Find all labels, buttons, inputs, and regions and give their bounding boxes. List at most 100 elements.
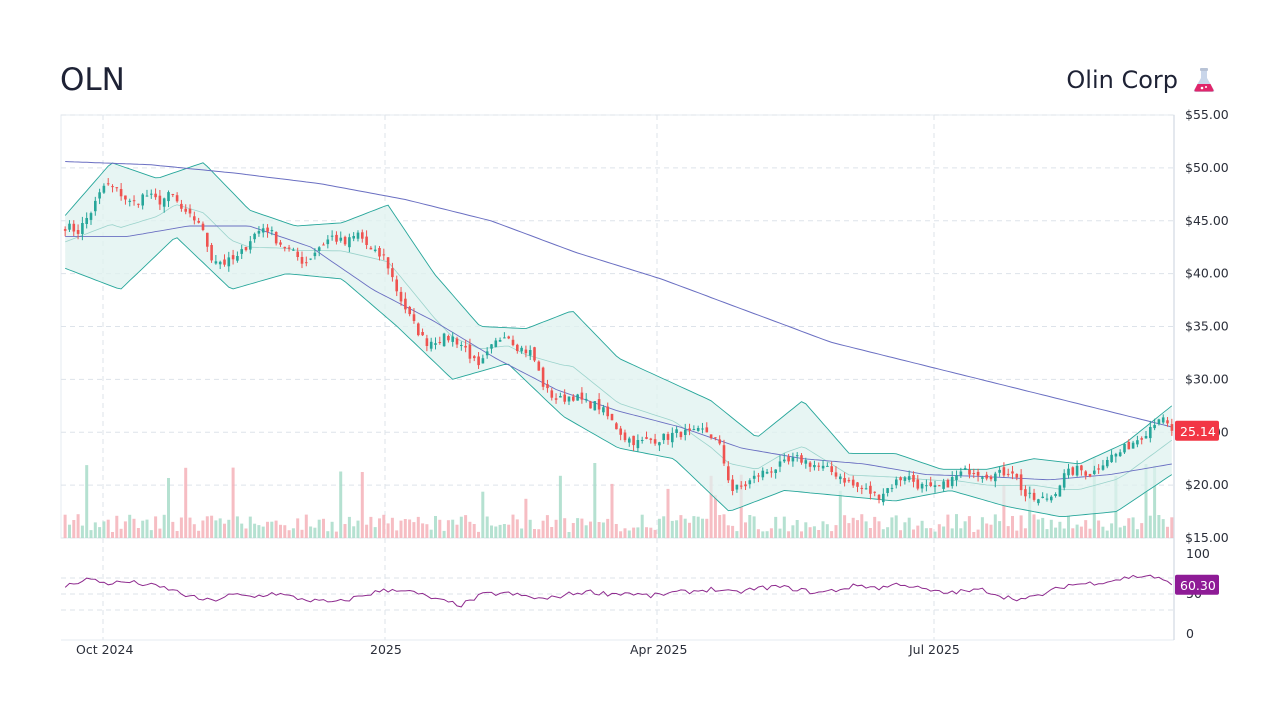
candle	[503, 332, 506, 339]
volume-bar	[856, 520, 859, 538]
rsi-value-tag	[1175, 574, 1219, 595]
candle-body	[632, 435, 635, 446]
volume-bar	[481, 491, 485, 538]
volume-bar	[1002, 484, 1006, 538]
candle	[417, 322, 420, 337]
candle	[649, 437, 653, 444]
volume-bar	[843, 515, 847, 538]
candle-body	[851, 479, 855, 486]
candle-body	[494, 340, 498, 347]
last-price-tag	[1175, 420, 1219, 441]
candle-body	[339, 237, 343, 241]
candle	[890, 484, 894, 493]
volume-bar	[580, 518, 584, 538]
candle-body	[701, 428, 704, 430]
candle	[757, 472, 760, 483]
candle-body	[546, 384, 549, 389]
candle-body	[63, 229, 67, 231]
candle-body	[429, 341, 433, 349]
candle-body	[567, 396, 571, 402]
candle	[434, 337, 437, 350]
volume-bar	[1062, 528, 1066, 538]
candle	[167, 190, 170, 208]
volume-bar	[748, 515, 752, 538]
candle-body	[774, 469, 777, 473]
volume-bar	[701, 518, 704, 538]
candle-body	[511, 339, 515, 346]
candle	[266, 224, 269, 238]
candle-body	[257, 230, 261, 234]
candle	[1024, 485, 1027, 502]
candle	[701, 422, 704, 434]
volume-bar	[399, 520, 403, 538]
candle-body	[1080, 465, 1083, 471]
candle-body	[1067, 468, 1070, 476]
candle-body	[244, 247, 248, 251]
candle-body	[572, 396, 575, 401]
volume-bar	[270, 521, 274, 538]
volume-bar	[761, 531, 765, 538]
volume-bar	[593, 463, 597, 538]
volume-bar	[197, 530, 201, 538]
candle-body	[950, 477, 954, 487]
candle	[1041, 492, 1044, 499]
candle-body	[653, 439, 657, 444]
candle-body	[795, 455, 799, 457]
candle-body	[688, 428, 691, 431]
candle-body	[593, 401, 597, 411]
candle	[989, 474, 993, 482]
candle	[395, 275, 398, 297]
candle	[765, 468, 769, 475]
candle-body	[516, 344, 519, 351]
candle	[1080, 464, 1083, 476]
candle	[158, 189, 162, 210]
volume-bar	[756, 529, 760, 538]
candle-body	[610, 413, 614, 421]
volume-bar	[145, 519, 149, 538]
candle	[141, 193, 144, 210]
candle	[895, 476, 898, 489]
candle-body	[899, 477, 902, 481]
volume-bar	[72, 520, 76, 538]
candle-body	[128, 200, 132, 202]
candle-body	[167, 192, 170, 202]
volume-bar	[356, 520, 360, 538]
candle	[279, 239, 282, 247]
candle	[98, 188, 101, 205]
volume-bar	[924, 528, 928, 538]
volume-bar	[136, 528, 140, 538]
volume-bar	[231, 467, 235, 538]
volume-bar	[735, 531, 739, 538]
candle	[490, 343, 493, 354]
candle	[283, 246, 287, 252]
candle	[231, 249, 235, 265]
volume-bar	[1045, 529, 1049, 538]
candle	[645, 431, 648, 440]
volume-bar	[688, 522, 691, 538]
volume-bar	[524, 498, 528, 538]
candle	[447, 334, 450, 343]
volume-bar	[937, 524, 941, 538]
candle	[998, 466, 1001, 477]
volume-bar	[972, 532, 976, 538]
volume-bar	[713, 495, 717, 538]
candle-body	[468, 344, 472, 359]
candle	[817, 462, 820, 471]
candle	[1110, 450, 1113, 463]
candle	[150, 189, 153, 199]
candle	[244, 246, 248, 252]
candle-body	[261, 228, 265, 233]
volume-bar	[477, 531, 480, 538]
volume-bar	[959, 528, 963, 538]
y-tick-label: $35.00	[1185, 319, 1229, 334]
candle	[744, 481, 747, 491]
volume-bar	[167, 478, 170, 538]
volume-bar	[744, 522, 747, 538]
candle	[636, 434, 640, 453]
candle-body	[929, 482, 932, 486]
candle	[537, 360, 541, 371]
candle	[296, 247, 299, 261]
candle	[1144, 431, 1148, 439]
bollinger-fill	[65, 162, 1172, 517]
